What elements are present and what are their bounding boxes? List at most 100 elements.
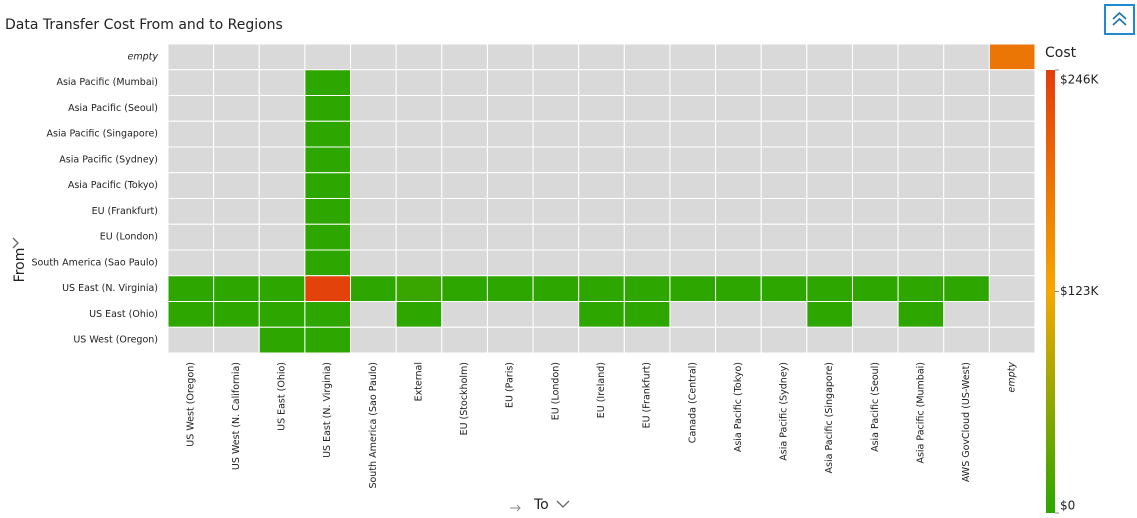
heat-cell [304, 146, 352, 174]
empty-cell [669, 95, 717, 122]
heat-cell [897, 301, 945, 328]
x-tick-label: Asia Pacific (Sydney) [779, 362, 790, 461]
empty-cell [897, 198, 945, 225]
heat-cell [258, 326, 306, 354]
empty-cell [851, 43, 899, 71]
empty-cell [258, 249, 306, 277]
empty-cell [943, 172, 990, 199]
empty-cell [167, 95, 215, 122]
empty-cell [897, 43, 945, 71]
empty-cell [760, 198, 808, 225]
empty-cell [851, 223, 899, 251]
empty-cell [578, 43, 625, 71]
empty-cell [623, 198, 671, 225]
empty-cell [167, 249, 215, 277]
empty-cell [167, 172, 215, 199]
y-axis-chevron[interactable] [12, 237, 19, 249]
empty-cell [760, 69, 808, 96]
empty-cell [350, 69, 397, 96]
heat-cell [441, 275, 488, 302]
empty-cell [350, 249, 397, 277]
empty-cell [395, 172, 443, 199]
empty-cell [715, 326, 762, 354]
heat-cell [395, 301, 443, 328]
x-axis-chevron[interactable] [556, 500, 570, 508]
empty-cell [258, 198, 306, 225]
collapse-button[interactable] [1104, 4, 1135, 35]
heat-cell [304, 249, 352, 277]
empty-cell [486, 120, 534, 148]
empty-cell [943, 69, 990, 96]
empty-cell [350, 326, 397, 354]
empty-cell [532, 120, 580, 148]
empty-cell [258, 43, 306, 71]
x-tick-label: EU (London) [550, 362, 561, 420]
heat-cell [167, 275, 215, 302]
empty-cell [897, 95, 945, 122]
heat-cell [258, 301, 306, 328]
empty-cell [623, 43, 671, 71]
empty-cell [715, 223, 762, 251]
empty-cell [897, 120, 945, 148]
sort-icon[interactable] [510, 504, 521, 512]
heat-cell [304, 95, 352, 122]
empty-cell [760, 146, 808, 174]
empty-cell [486, 95, 534, 122]
heat-cell [258, 275, 306, 302]
empty-cell [578, 249, 625, 277]
empty-cell [350, 172, 397, 199]
empty-cell [623, 69, 671, 96]
x-tick-label: EU (Frankfurt) [642, 362, 653, 428]
empty-cell [441, 172, 488, 199]
empty-cell [851, 120, 899, 148]
heat-cell [760, 275, 808, 302]
heat-cell [669, 275, 717, 302]
empty-cell [943, 120, 990, 148]
empty-cell [715, 198, 762, 225]
empty-cell [486, 326, 534, 354]
empty-cell [258, 120, 306, 148]
heat-cell [304, 275, 352, 302]
colorbar-tick-label: $123K [1060, 284, 1100, 298]
empty-cell [851, 198, 899, 225]
heat-cell [304, 120, 352, 148]
empty-cell [578, 326, 625, 354]
empty-cell [760, 249, 808, 277]
empty-cell [806, 69, 853, 96]
empty-cell [897, 223, 945, 251]
x-tick-label: US East (Ohio) [277, 362, 288, 431]
empty-cell [715, 69, 762, 96]
empty-cell [258, 146, 306, 174]
empty-cell [988, 301, 1036, 328]
empty-cell [441, 146, 488, 174]
empty-cell [213, 120, 260, 148]
empty-cell [258, 172, 306, 199]
empty-cell [258, 69, 306, 96]
y-tick-label: Asia Pacific (Singapore) [47, 129, 158, 140]
heat-cell [304, 172, 352, 199]
empty-cell [167, 69, 215, 96]
heat-cell [304, 198, 352, 225]
y-tick-label: US West (Oregon) [73, 335, 158, 346]
heat-cell [623, 275, 671, 302]
heat-cell [213, 275, 260, 302]
empty-cell [715, 43, 762, 71]
y-tick-label: Asia Pacific (Tokyo) [68, 180, 158, 191]
empty-cell [943, 43, 990, 71]
empty-cell [532, 301, 580, 328]
empty-cell [350, 301, 397, 328]
empty-cell [304, 43, 352, 71]
x-tick-label: US West (Oregon) [185, 362, 196, 447]
empty-cell [441, 198, 488, 225]
empty-cell [806, 223, 853, 251]
empty-cell [167, 120, 215, 148]
empty-cell [578, 198, 625, 225]
empty-cell [806, 120, 853, 148]
empty-cell [806, 326, 853, 354]
empty-cell [851, 69, 899, 96]
heat-cell [897, 275, 945, 302]
empty-cell [623, 172, 671, 199]
heat-cell [806, 301, 853, 328]
heat-cell [578, 275, 625, 302]
